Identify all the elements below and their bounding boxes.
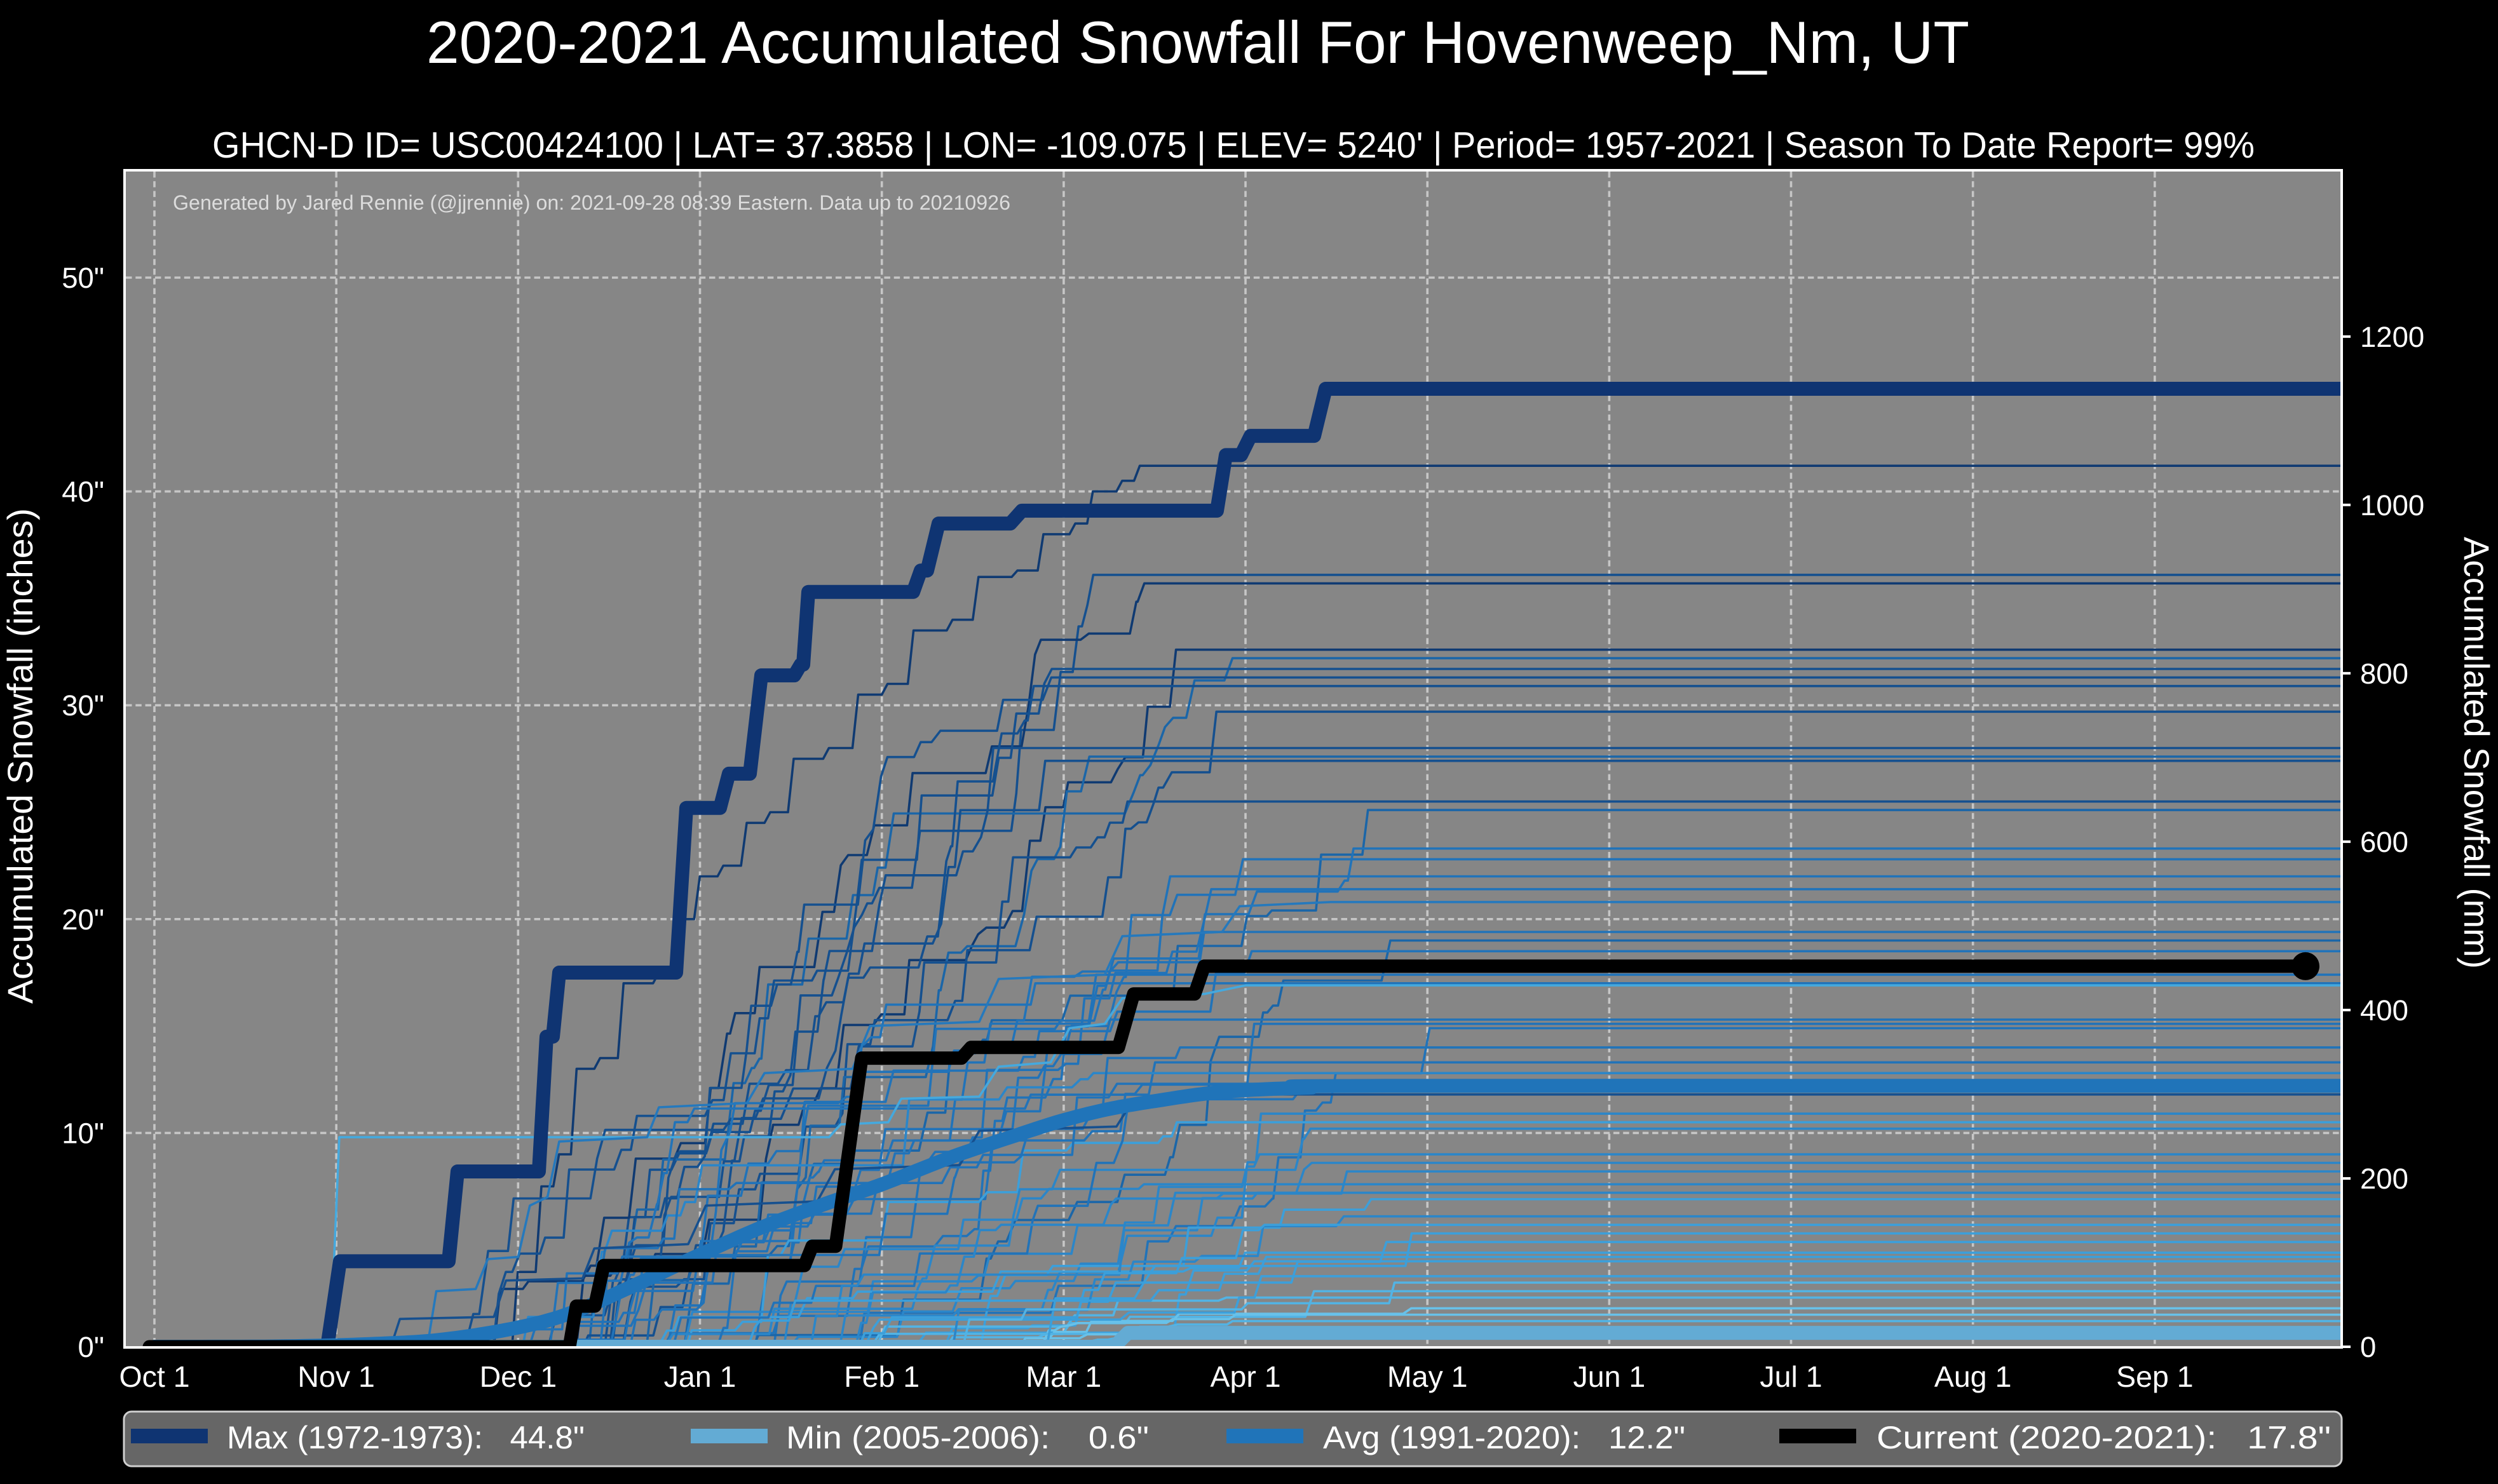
svg-text:10": 10" [62,1117,104,1149]
svg-text:Nov 1: Nov 1 [297,1360,374,1393]
svg-text:400: 400 [2360,994,2408,1027]
svg-text:Avg (1991-2020): 12.2": Avg (1991-2020): 12.2" [1323,1420,1685,1455]
svg-text:Dec 1: Dec 1 [480,1360,557,1393]
svg-text:Max (1972-1973): 44.8": Max (1972-1973): 44.8" [227,1420,585,1455]
svg-text:Aug 1: Aug 1 [1934,1360,2012,1393]
svg-text:0": 0" [78,1331,104,1363]
svg-text:800: 800 [2360,658,2408,690]
svg-text:600: 600 [2360,826,2408,858]
svg-text:0: 0 [2360,1331,2376,1363]
svg-text:Jul 1: Jul 1 [1760,1360,1822,1393]
svg-text:40": 40" [62,476,104,508]
svg-text:Min (2005-2006): 0.6": Min (2005-2006): 0.6" [786,1420,1149,1455]
svg-text:30": 30" [62,689,104,722]
svg-text:1200: 1200 [2360,321,2424,353]
svg-text:Accumulated Snowfall (inches): Accumulated Snowfall (inches) [0,508,40,1004]
svg-text:Feb 1: Feb 1 [844,1360,920,1393]
svg-text:Oct 1: Oct 1 [119,1360,189,1393]
svg-text:1000: 1000 [2360,489,2424,522]
svg-text:Generated by Jared Rennie (@jj: Generated by Jared Rennie (@jjrennie) on… [173,191,1010,214]
svg-text:50": 50" [62,262,104,294]
svg-text:20": 20" [62,903,104,936]
svg-text:2020-2021 Accumulated Snowfall: 2020-2021 Accumulated Snowfall For Hoven… [426,9,1969,76]
svg-text:Current (2020-2021): 17.8": Current (2020-2021): 17.8" [1877,1420,2331,1455]
svg-text:Apr 1: Apr 1 [1210,1360,1280,1393]
svg-text:Accumulated Snowfall (mm): Accumulated Snowfall (mm) [2457,537,2497,969]
svg-text:200: 200 [2360,1163,2408,1195]
svg-text:Jan 1: Jan 1 [664,1360,737,1393]
svg-text:Sep 1: Sep 1 [2116,1360,2194,1393]
svg-text:May 1: May 1 [1387,1360,1468,1393]
svg-text:Jun 1: Jun 1 [1573,1360,1645,1393]
svg-text:GHCN-D ID= USC00424100 | LAT=: GHCN-D ID= USC00424100 | LAT= 37.3858 | … [212,125,2255,166]
svg-text:Mar 1: Mar 1 [1026,1360,1101,1393]
